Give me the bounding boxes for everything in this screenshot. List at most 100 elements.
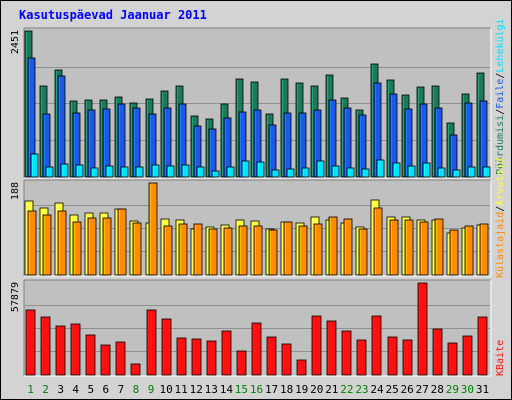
bar-lehekülgi-day-28 [437,167,446,178]
bar-kbaite-day-8 [130,363,141,376]
legend-top-part-4: Lehekülgi [495,18,506,72]
bar-arvuteid-day-21 [328,216,338,276]
bar-arvuteid-day-10 [163,225,173,276]
bar-kbaite-day-20 [311,315,322,376]
x-label-day-5: 5 [87,383,94,396]
bar-arvuteid-day-24 [373,207,383,276]
bar-kbaite-day-17 [266,336,277,376]
bar-lehekülgi-day-3 [60,163,69,178]
x-label-day-30: 30 [461,383,474,396]
x-label-day-10: 10 [159,383,172,396]
bar-arvuteid-day-22 [343,218,353,276]
legend-middle: Külastajaid/Arvuteid [495,158,506,278]
x-label-day-13: 13 [205,383,218,396]
x-label-day-28: 28 [431,383,444,396]
bar-lehekülgi-day-29 [452,169,461,178]
ymax-label-top: 2451 [10,30,21,54]
bar-lehekülgi-day-8 [135,166,144,178]
bar-kbaite-day-22 [341,330,352,376]
bar-lehekülgi-day-18 [286,168,295,178]
bar-lehekülgi-day-22 [346,167,355,178]
bar-arvuteid-day-6 [102,217,112,276]
bar-kbaite-day-28 [432,328,443,376]
legend-top: Pöördumisi/Faile/Lehekülgi [495,18,506,175]
legend-middle-part-2: Arvuteid [495,158,506,206]
x-label-day-9: 9 [148,383,155,396]
bar-arvuteid-day-1 [27,210,37,276]
bar-lehekülgi-day-27 [422,162,431,178]
bar-lehekülgi-day-24 [376,159,385,178]
bar-arvuteid-day-13 [208,228,218,276]
legend-middle-part-1: / [495,206,506,212]
bar-lehekülgi-day-15 [241,160,250,178]
bar-arvuteid-day-20 [313,223,323,276]
bar-kbaite-day-15 [236,350,247,376]
bar-arvuteid-day-9 [148,182,158,276]
bar-arvuteid-day-18 [283,221,293,276]
x-label-day-21: 21 [325,383,338,396]
bar-kbaite-day-3 [55,325,66,376]
bar-arvuteid-day-23 [358,228,368,276]
bar-lehekülgi-day-26 [407,165,416,178]
bar-lehekülgi-day-9 [151,164,160,178]
bar-kbaite-day-2 [40,316,51,376]
bar-kbaite-day-29 [447,342,458,376]
bar-lehekülgi-day-5 [90,167,99,178]
bar-kbaite-day-7 [115,341,126,376]
bar-kbaite-day-11 [176,337,187,376]
bar-kbaite-day-18 [281,343,292,376]
bar-lehekülgi-day-10 [166,165,175,178]
x-label-day-3: 3 [57,383,64,396]
bar-kbaite-day-16 [251,322,262,376]
x-label-day-26: 26 [401,383,414,396]
x-label-day-14: 14 [220,383,234,396]
bar-arvuteid-day-27 [419,221,429,276]
x-label-day-6: 6 [103,383,110,396]
bar-arvuteid-day-30 [464,225,474,276]
bar-lehekülgi-day-4 [75,164,84,178]
bar-kbaite-day-10 [161,318,172,376]
bar-arvuteid-day-19 [298,225,308,276]
bar-kbaite-day-9 [146,309,157,376]
bar-kbaite-day-21 [326,320,337,376]
bar-arvuteid-day-28 [434,218,444,276]
x-label-day-12: 12 [190,383,203,396]
ymax-label-middle: 188 [10,182,21,200]
x-label-day-25: 25 [385,383,398,396]
bar-lehekülgi-day-23 [361,168,370,178]
bar-kbaite-day-19 [296,359,307,376]
bar-kbaite-day-12 [191,338,202,376]
x-label-day-22: 22 [340,383,353,396]
bar-lehekülgi-day-7 [120,166,129,178]
x-label-day-7: 7 [118,383,125,396]
x-label-day-31: 31 [476,383,489,396]
x-label-day-19: 19 [295,383,308,396]
bar-kbaite-day-27 [417,282,428,376]
bar-lehekülgi-day-19 [301,167,310,178]
bar-kbaite-day-5 [85,334,96,376]
bar-arvuteid-day-16 [253,225,263,276]
x-label-day-4: 4 [72,383,79,396]
bar-kbaite-day-30 [462,335,473,376]
bar-kbaite-day-13 [206,340,217,376]
legend-top-part-2: Faile [495,79,506,109]
bar-arvuteid-day-8 [132,222,142,276]
bar-arvuteid-day-15 [238,225,248,276]
bar-lehekülgi-day-20 [316,160,325,178]
bar-kbaite-day-25 [387,336,398,376]
bar-lehekülgi-day-13 [211,170,220,178]
bar-lehekülgi-day-25 [392,162,401,178]
bar-lehekülgi-day-6 [105,165,114,178]
bar-lehekülgi-day-12 [196,166,205,178]
x-label-day-11: 11 [175,383,188,396]
x-label-day-23: 23 [355,383,368,396]
legend-middle-part-0: Külastajaid [495,212,506,278]
bar-kbaite-day-26 [402,339,413,376]
bar-lehekülgi-day-14 [226,166,235,178]
legend-top-part-1: / [495,109,506,115]
bar-arvuteid-day-25 [389,219,399,276]
bar-lehekülgi-day-11 [181,164,190,178]
bar-lehekülgi-day-1 [30,153,39,178]
bar-arvuteid-day-12 [193,223,203,276]
